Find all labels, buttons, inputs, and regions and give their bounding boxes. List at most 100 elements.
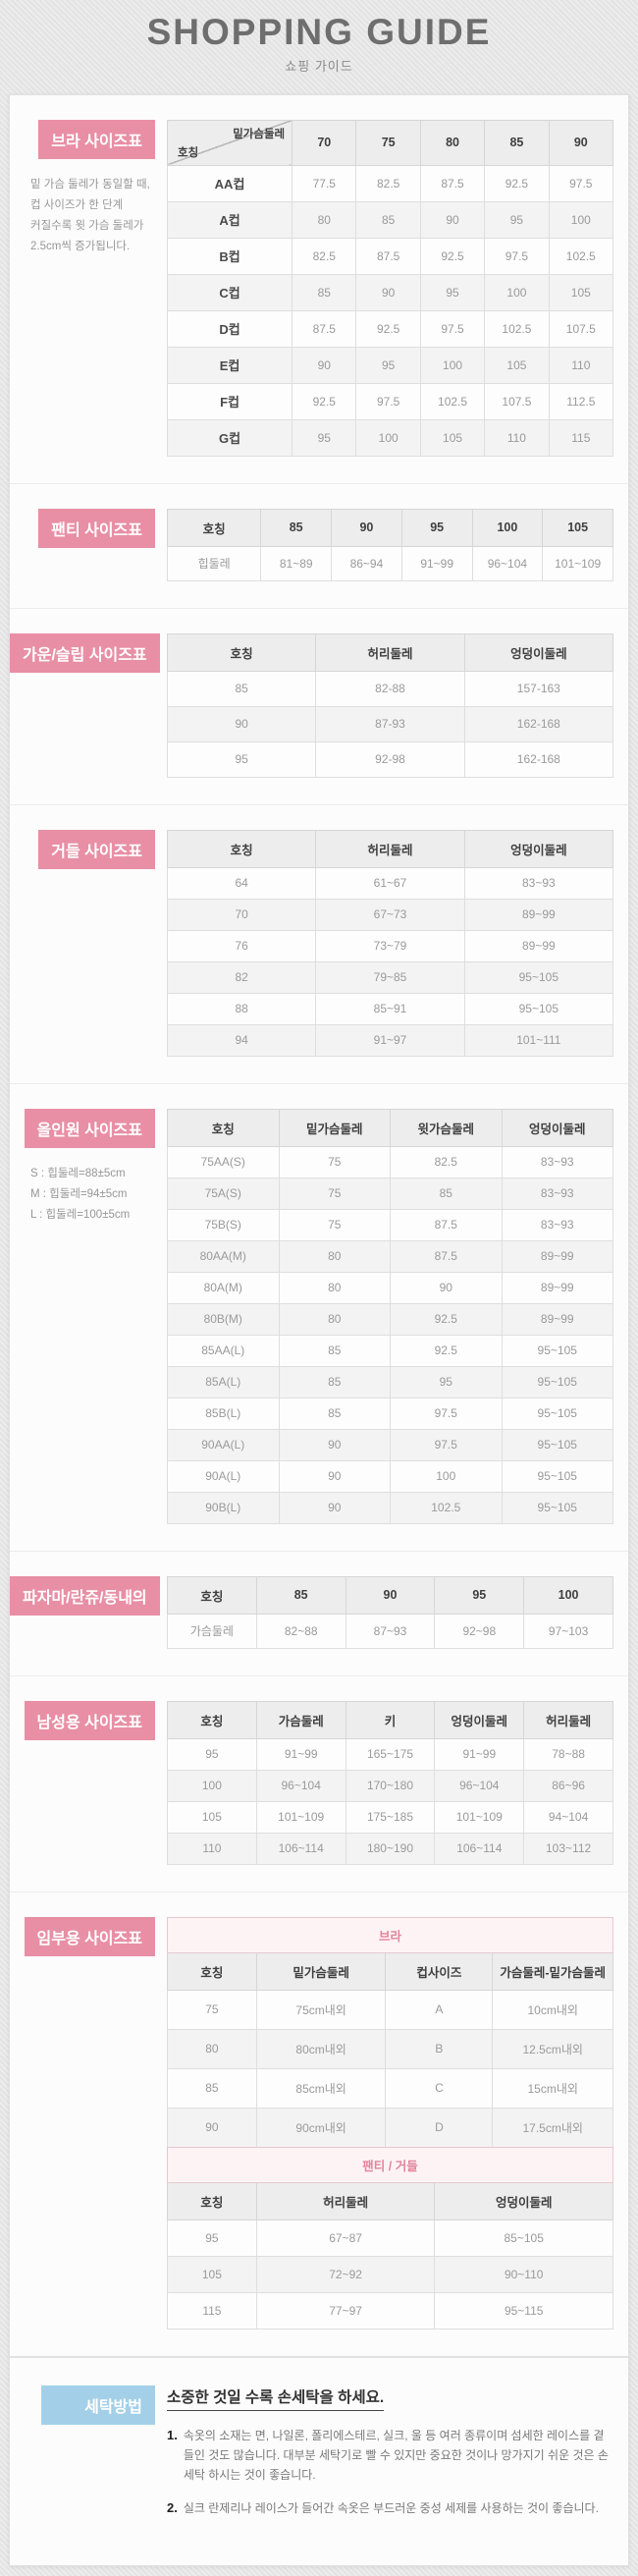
table-maternity-panty-girdle: 호칭 허리둘레 엉덩이둘레 95 67~87 85~105 105 72~92 90~110 11… (167, 2181, 613, 2329)
value-cell: 73~79 (315, 929, 465, 962)
value-cell: 15cm내외 (492, 2067, 613, 2109)
section-pajama: 파자마/란쥬/동내의 호칭 85 90 95 100 가슴둘레 82~88 87~93 92~98… (10, 1550, 628, 1675)
table-header-row: 호칭 허리둘레 엉덩이둘레 (167, 2181, 613, 2220)
value-cell: 107.5 (548, 309, 614, 348)
value-cell: 12.5cm내외 (492, 2028, 613, 2069)
section-content: 호칭 가슴둘레 키 엉덩이둘레 허리둘레 95 91~99 165~175 91~99 78~88… (167, 1700, 628, 1865)
row-label-cell: 75A(S) (167, 1177, 280, 1210)
column-header: 호칭 (166, 829, 317, 868)
note-line: S : 힙둘레=88±5cm (30, 1167, 126, 1179)
value-cell: 100 (548, 200, 614, 239)
table-panty: 호칭 85 90 95 100 105 힙둘레 81~89 86~94 91~99 96~104 10… (166, 508, 613, 581)
washing-item-text: 실크 란제리나 레이스가 들어간 속옷은 부드러운 중성 세제를 사용하는 것이… (183, 2500, 599, 2515)
value-cell: 95~105 (501, 1334, 613, 1367)
value-cell: 106~114 (255, 1832, 346, 1865)
row-label-cell: 94 (166, 1023, 317, 1057)
note-line: M : 힙둘레=94±5cm (30, 1187, 128, 1200)
row-label-cell: 95 (167, 2219, 257, 2257)
table-row: 80A(M) 80 90 89~99 (167, 1271, 613, 1304)
value-cell: 157-163 (463, 670, 614, 707)
washing-item: 2. 실크 란제리나 레이스가 들어간 속옷은 부드러운 중성 세제를 사용하는 … (167, 2498, 613, 2519)
value-cell: 100 (355, 418, 421, 457)
table-row: 90A(L) 90 100 95~105 (167, 1459, 613, 1493)
value-cell: 89~99 (463, 898, 614, 931)
value-cell: 85~91 (315, 992, 465, 1025)
row-label-cell: 76 (166, 929, 317, 962)
value-cell: 61~67 (315, 866, 465, 900)
table-row: 힙둘레 81~89 86~94 91~99 96~104 101~109 (166, 545, 613, 581)
value-cell: 170~180 (345, 1769, 436, 1802)
value-cell: 80 (278, 1271, 391, 1304)
column-header: 100 (523, 1575, 613, 1615)
value-cell: 100 (419, 346, 486, 384)
row-label-cell: 105 (167, 2255, 257, 2293)
table-row: 88 85~91 95~105 (166, 992, 614, 1025)
corner-bottom-label: 호칭 (178, 146, 199, 159)
value-cell: 96~104 (471, 545, 544, 581)
value-cell: 94~104 (523, 1800, 613, 1834)
value-cell: 83~93 (463, 866, 614, 900)
value-cell: 101~109 (255, 1800, 346, 1834)
value-cell: 97.5 (548, 164, 614, 202)
column-header: 밑가슴둘레 (255, 1951, 387, 1991)
row-label-cell: 80B(M) (167, 1302, 280, 1336)
table-bra: 밑가슴둘레 호칭 70 75 80 85 90 AA컵 77.5 82.5 87.5 92.5 97.5… (166, 119, 614, 457)
table-gown-slip: 호칭 허리둘레 엉덩이둘레 85 82-88 157-163 90 87-93 162-168 9… (166, 632, 614, 778)
section-content: 밑가슴둘레 호칭 70 75 80 85 90 AA컵 77.5 82.5 87.5 92.5 97.5… (166, 119, 628, 457)
value-cell: 92.5 (484, 164, 550, 202)
row-label-cell: 힙둘레 (166, 545, 262, 581)
table-maternity-bra: 호칭 밑가슴둘레 컵사이즈 가슴둘레-밑가슴둘레 75 75cm내외 A 10cm내외 80 80… (167, 1951, 613, 2148)
value-cell: 95 (292, 418, 357, 457)
table-pajama: 호칭 85 90 95 100 가슴둘레 82~88 87~93 92~98 97~103 (167, 1575, 613, 1649)
value-cell: 81~89 (260, 545, 333, 581)
note-line: 2.5cm씩 증가됩니다. (30, 241, 131, 253)
value-cell: 90 (278, 1459, 391, 1493)
section-content: 호칭 허리둘레 엉덩이둘레 64 61~67 83~93 70 67~73 89~99 76 73~… (166, 829, 628, 1057)
table-row: 85 82-88 157-163 (166, 670, 614, 707)
value-cell: 92.5 (419, 237, 486, 275)
table-row: 75A(S) 75 85 83~93 (167, 1177, 613, 1210)
row-label-cell: 100 (167, 1769, 257, 1802)
row-label-cell: G컵 (166, 418, 293, 457)
table-row: G컵 95 100 105 110 115 (166, 418, 614, 457)
note-line: L : 힙둘레=100±5cm (30, 1209, 131, 1222)
value-cell: 75 (278, 1145, 391, 1178)
section-gown-slip: 가운/슬립 사이즈표 호칭 허리둘레 엉덩이둘레 85 82-88 157-163 90 87-… (10, 607, 628, 804)
row-label-cell: 85 (166, 670, 317, 707)
row-label-cell: D컵 (166, 309, 293, 348)
column-header: 윗가슴둘레 (390, 1108, 503, 1147)
table-row: 90AA(L) 90 97.5 95~105 (167, 1428, 613, 1461)
content-panel: 브라 사이즈표 밑 가슴 둘레가 동일할 때, 컵 사이즈가 한 단계 커질수록 윗 … (9, 93, 629, 2566)
value-cell: 90~110 (434, 2255, 613, 2293)
value-cell: 67~73 (315, 898, 465, 931)
section-left: 올인원 사이즈표 S : 힙둘레=88±5cm M : 힙둘레=94±5cm L : … (10, 1108, 167, 1524)
value-cell: 92.5 (355, 309, 421, 348)
table-row: F컵 92.5 97.5 102.5 107.5 112.5 (166, 382, 614, 420)
value-cell: 87.5 (292, 309, 357, 348)
value-cell: 97.5 (484, 237, 550, 275)
value-cell: 103~112 (523, 1832, 613, 1865)
row-label-cell: 90 (166, 705, 317, 742)
value-cell: 105 (548, 273, 614, 311)
value-cell: 91~99 (255, 1737, 346, 1771)
value-cell: 87.5 (355, 237, 421, 275)
row-label-cell: 90 (167, 2107, 257, 2148)
value-cell: 90 (390, 1271, 503, 1304)
washing-item-number: 2. (167, 2499, 178, 2515)
section-left: 거들 사이즈표 (10, 829, 167, 1057)
table-row: 95 67~87 85~105 (167, 2219, 613, 2257)
table-row: E컵 90 95 100 105 110 (166, 346, 614, 384)
value-cell: 95~105 (463, 960, 614, 994)
value-cell: 85 (278, 1334, 391, 1367)
table-header-row: 호칭 밑가슴둘레 컵사이즈 가슴둘레-밑가슴둘레 (167, 1951, 613, 1991)
row-label-cell: AA컵 (166, 164, 293, 202)
value-cell: 82.5 (292, 237, 357, 275)
table-row: 80 80cm내외 B 12.5cm내외 (167, 2028, 613, 2069)
row-label-cell: 85AA(L) (167, 1334, 280, 1367)
table-row: 90B(L) 90 102.5 95~105 (167, 1491, 613, 1524)
table-row: 90 87-93 162-168 (166, 705, 614, 742)
corner-header: 밑가슴둘레 호칭 (166, 119, 293, 166)
table-group-header: 브라 (167, 1916, 613, 1953)
value-cell: 87-93 (315, 705, 465, 742)
column-header: 70 (292, 119, 357, 166)
